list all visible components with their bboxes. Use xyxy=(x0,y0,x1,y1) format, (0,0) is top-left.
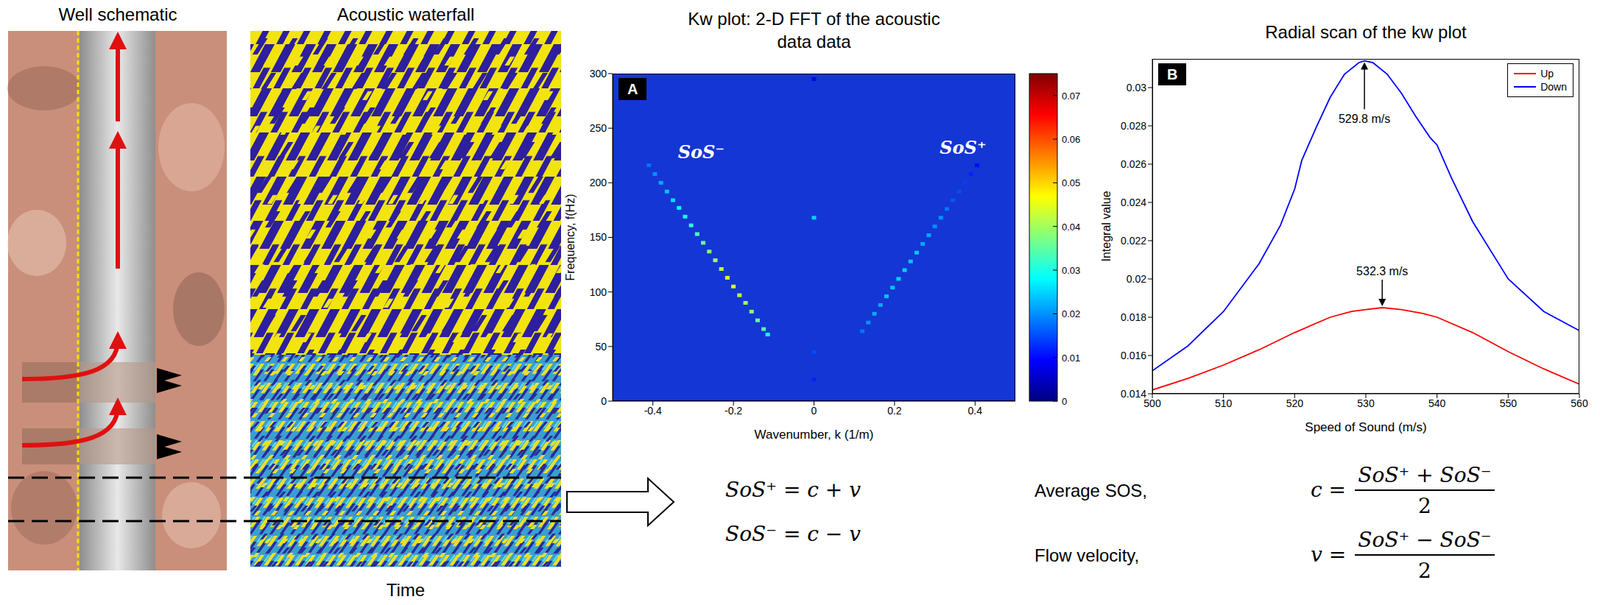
svg-text:550: 550 xyxy=(1499,397,1518,410)
svg-text:0.028: 0.028 xyxy=(1120,120,1147,132)
svg-text:300: 300 xyxy=(589,67,608,80)
svg-text:0: 0 xyxy=(600,395,607,408)
svg-text:0.02: 0.02 xyxy=(1061,308,1081,320)
svg-text:SoS⁺ − SoS⁻: SoS⁺ − SoS⁻ xyxy=(1357,527,1492,553)
svg-text:520: 520 xyxy=(1286,397,1305,410)
svg-text:0.016: 0.016 xyxy=(1120,349,1147,362)
svg-text:SoS⁺: SoS⁺ xyxy=(939,136,986,159)
svg-text:0: 0 xyxy=(811,404,818,417)
svg-text:0.01: 0.01 xyxy=(1061,352,1081,364)
html-text:Up: Up xyxy=(1540,67,1554,80)
svg-text:0.04: 0.04 xyxy=(1061,221,1081,233)
svg-text:0.4: 0.4 xyxy=(968,404,983,417)
svg-text:SoS⁺ + SoS⁻: SoS⁺ + SoS⁻ xyxy=(1357,463,1492,488)
svg-text:Integral value: Integral value xyxy=(1100,190,1113,262)
svg-text:0.2: 0.2 xyxy=(887,404,902,417)
svg-text:560: 560 xyxy=(1570,397,1589,410)
svg-text:0.024: 0.024 xyxy=(1120,196,1147,209)
svg-text:510: 510 xyxy=(1214,397,1233,410)
svg-text:0.02: 0.02 xyxy=(1126,273,1147,285)
svg-text:100: 100 xyxy=(589,286,608,299)
svg-text:540: 540 xyxy=(1428,397,1447,410)
svg-text:0.014: 0.014 xyxy=(1120,388,1147,400)
svg-text:c =: c = xyxy=(1310,477,1346,503)
svg-text:0.018: 0.018 xyxy=(1120,311,1147,324)
html-text:Radial scan of the kw plot: Radial scan of the kw plot xyxy=(1265,22,1467,42)
svg-text:Well schematic: Well schematic xyxy=(58,4,178,25)
svg-text:500: 500 xyxy=(1143,397,1161,410)
html-text:data data: data data xyxy=(777,31,851,52)
svg-text:250: 250 xyxy=(589,122,608,135)
svg-text:SoS⁻ = c − v: SoS⁻ = c − v xyxy=(725,522,861,547)
svg-text:150: 150 xyxy=(589,231,608,243)
svg-text:0: 0 xyxy=(1061,396,1067,408)
svg-text:v =: v = xyxy=(1310,542,1346,567)
svg-text:0.03: 0.03 xyxy=(1126,81,1147,94)
svg-text:Wavenumber, k (1/m): Wavenumber, k (1/m) xyxy=(754,427,874,442)
svg-text:Average SOS,: Average SOS, xyxy=(1034,480,1148,501)
svg-text:200: 200 xyxy=(589,176,608,189)
svg-text:530: 530 xyxy=(1357,397,1375,410)
svg-text:Flow velocity,: Flow velocity, xyxy=(1034,545,1140,566)
svg-text:532.3 m/s: 532.3 m/s xyxy=(1356,265,1408,278)
svg-text:529.8 m/s: 529.8 m/s xyxy=(1338,112,1391,126)
svg-text:50: 50 xyxy=(594,340,607,353)
svg-text:Frequency, f(Hz): Frequency, f(Hz) xyxy=(564,194,577,282)
svg-text:SoS⁺ = c + v: SoS⁺ = c + v xyxy=(725,477,861,503)
html-text:B: B xyxy=(1167,66,1178,83)
svg-text:SoS⁻: SoS⁻ xyxy=(678,141,725,163)
html-text:Down: Down xyxy=(1540,80,1567,93)
svg-text:Time: Time xyxy=(386,580,425,601)
svg-text:-0.4: -0.4 xyxy=(644,404,662,417)
svg-text:-0.2: -0.2 xyxy=(724,404,743,417)
svg-text:Speed of Sound (m/s): Speed of Sound (m/s) xyxy=(1304,420,1427,435)
svg-text:0.06: 0.06 xyxy=(1061,134,1081,146)
svg-text:2: 2 xyxy=(1418,494,1432,519)
svg-text:2: 2 xyxy=(1418,558,1432,584)
svg-text:0.026: 0.026 xyxy=(1120,158,1147,171)
svg-text:0.022: 0.022 xyxy=(1120,234,1147,247)
svg-text:0.05: 0.05 xyxy=(1061,177,1081,189)
html-text:A: A xyxy=(627,80,639,98)
svg-text:Acoustic waterfall: Acoustic waterfall xyxy=(337,4,475,25)
svg-text:0.07: 0.07 xyxy=(1061,90,1081,102)
svg-text:0.03: 0.03 xyxy=(1061,265,1081,277)
html-text:Kw plot: 2-D FFT of the acoust: Kw plot: 2-D FFT of the acoustic xyxy=(687,8,941,29)
